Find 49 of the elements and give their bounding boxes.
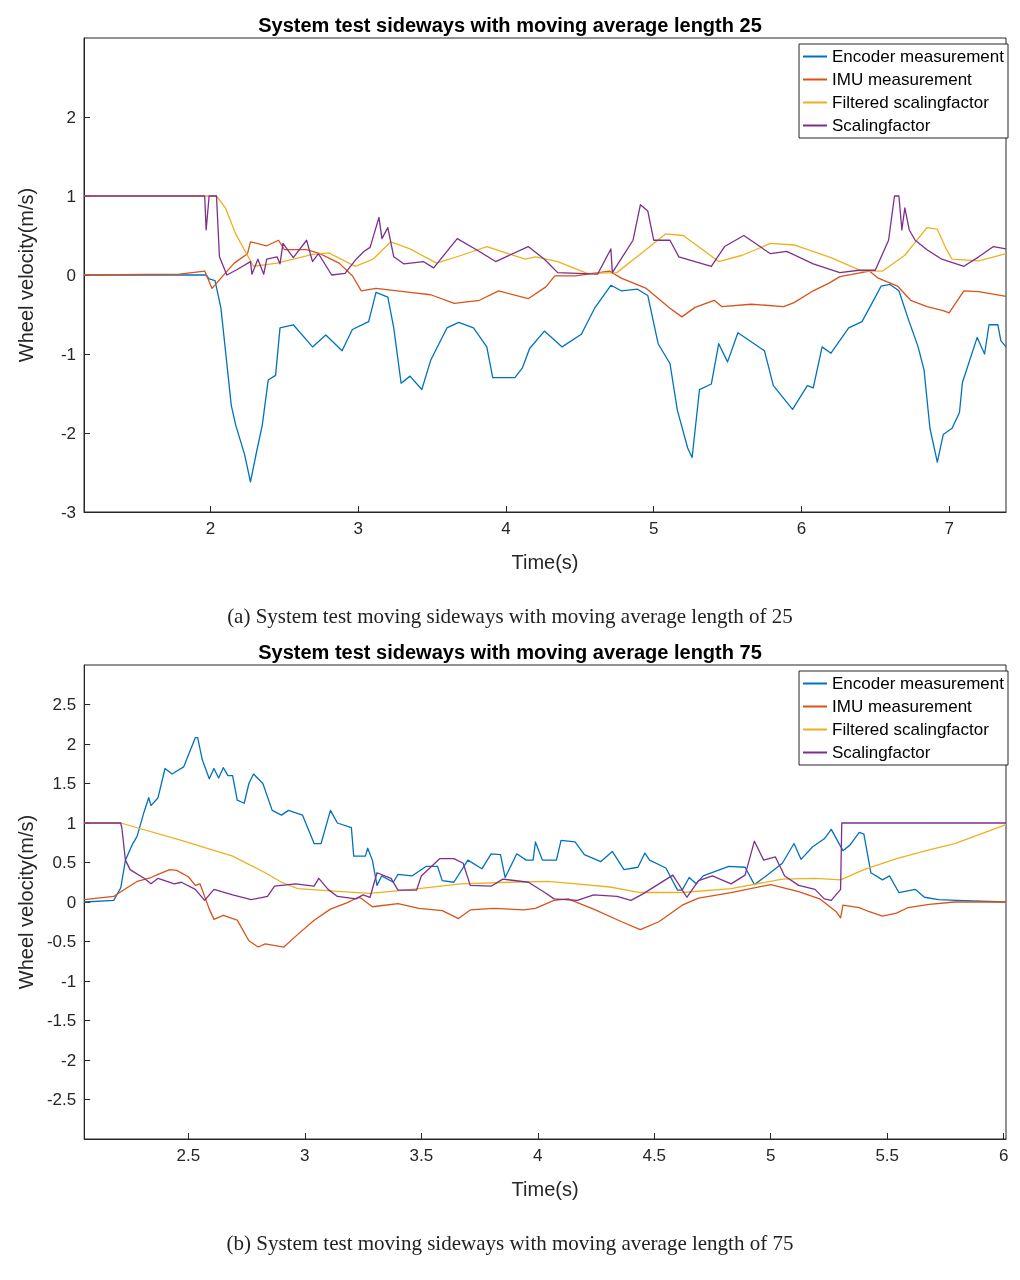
y-tick-label: -0.5 <box>46 932 77 951</box>
text: (b) System test moving sideways with moving average length of 75 <box>225 1231 795 1256</box>
y-tick-label: 2 <box>66 734 77 754</box>
chart-title: System test sideways with moving average length 25 <box>258 14 762 36</box>
x-tick-label: 5 <box>648 519 659 538</box>
legend-label: Scalingfactor <box>832 743 931 762</box>
x-tick-label: 5.5 <box>875 1146 900 1165</box>
y-tick-label: 2 <box>66 107 76 127</box>
x-tick-label: 4 <box>533 1146 543 1165</box>
legend-label: Filtered scalingfactor <box>832 93 990 112</box>
y-axis-title: Wheel velocity(m/s) <box>15 814 37 990</box>
legend-label: Encoder measurement <box>832 674 1005 693</box>
x-axis-title: Time(s) <box>511 1178 579 1200</box>
x-tick-label: 4.5 <box>642 1146 667 1165</box>
y-tick-label: -1.5 <box>46 1011 77 1030</box>
x-tick-label: 3.5 <box>409 1146 434 1165</box>
y-tick-label: 1 <box>66 186 76 206</box>
y-axis-title: Wheel velocity(m/s) <box>15 187 37 363</box>
x-axis-title: Time(s) <box>511 551 579 573</box>
y-tick-label: 2.5 <box>52 695 77 714</box>
y-tick-label: -1 <box>61 971 77 991</box>
y-tick-label: 1.5 <box>52 774 77 793</box>
x-tick-label: 3 <box>300 1146 310 1165</box>
x-tick-label: 3 <box>353 519 364 538</box>
legend-label: IMU measurement <box>832 697 973 716</box>
y-tick-label: 1 <box>66 813 77 833</box>
x-tick-label: 6 <box>998 1146 1009 1165</box>
y-tick-label: -2.5 <box>46 1090 77 1109</box>
y-tick-label: 0.5 <box>52 853 77 872</box>
x-tick-label: 2 <box>205 519 216 538</box>
y-tick-label: 0 <box>66 265 76 285</box>
y-tick-label: -3 <box>60 502 76 522</box>
y-tick-label: -2 <box>61 1050 77 1070</box>
line-series <box>83 868 1007 948</box>
text: (a) System test moving sideways with moving average length of 25 <box>226 604 794 629</box>
x-tick-label: 4 <box>501 519 511 538</box>
legend-label: Encoder measurement <box>832 47 1005 66</box>
y-tick-label: -2 <box>60 423 76 443</box>
legend-label: Filtered scalingfactor <box>832 720 990 739</box>
x-tick-label: 7 <box>944 519 954 538</box>
x-tick-label: 2.5 <box>176 1146 201 1165</box>
legend-label: Scalingfactor <box>832 116 931 135</box>
legend-label: IMU measurement <box>832 70 973 89</box>
line-series <box>83 239 1007 318</box>
chart-title: System test sideways with moving average length 75 <box>258 641 762 663</box>
x-tick-label: 6 <box>796 519 807 538</box>
y-tick-label: 0 <box>66 892 77 912</box>
x-tick-label: 5 <box>765 1146 776 1165</box>
y-tick-label: -1 <box>60 344 76 364</box>
